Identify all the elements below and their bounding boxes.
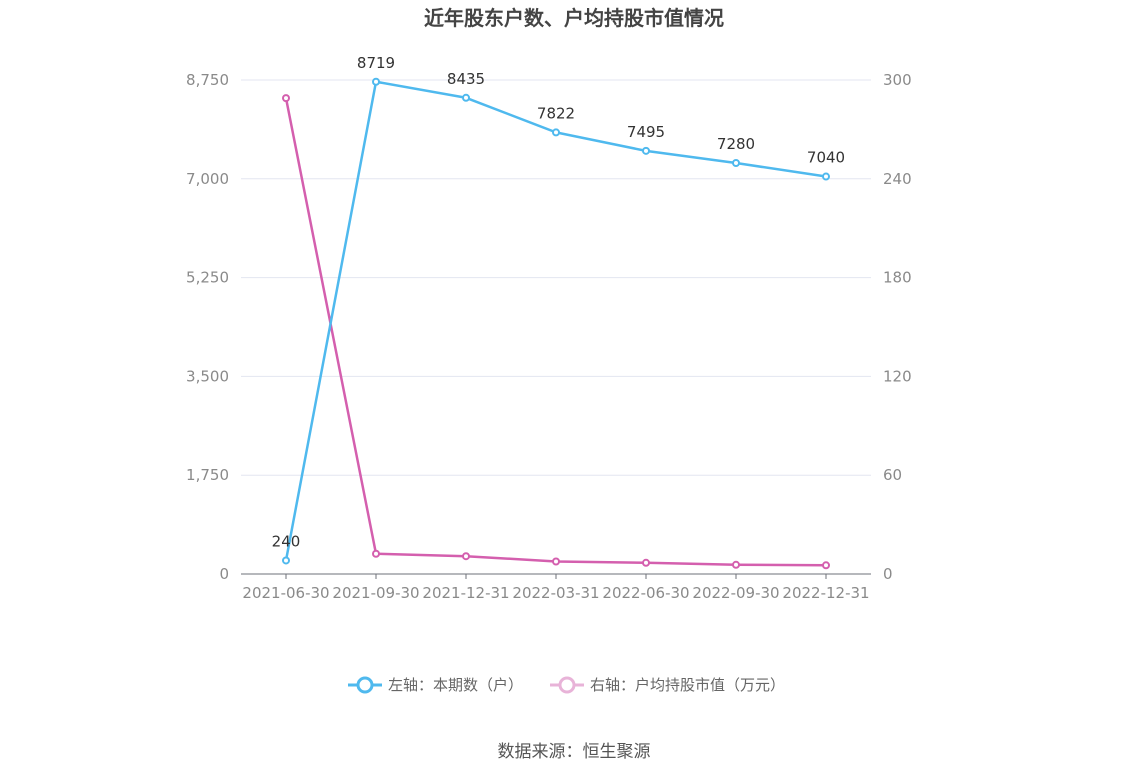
right-axis-tick-label: 300 <box>883 71 912 89</box>
data-label: 7040 <box>807 149 845 167</box>
data-label: 7822 <box>537 104 575 122</box>
legend-label-left: 左轴：本期数（户） <box>388 676 523 694</box>
legend-item-right[interactable]: 右轴：户均持股市值（万元） <box>550 676 785 694</box>
x-axis-tick-label: 2022-06-30 <box>602 584 689 602</box>
data-point-left[interactable] <box>552 128 560 137</box>
data-label: 7495 <box>627 123 665 141</box>
legend-marker-left-icon <box>356 676 374 694</box>
series-lines <box>284 80 827 567</box>
left-axis-tick-label: 5,250 <box>186 269 229 287</box>
series-line-left <box>284 80 827 561</box>
right-axis-tick-label: 180 <box>883 269 912 287</box>
data-source: 数据来源：恒生聚源 <box>498 742 651 762</box>
x-axis-tick-label: 2021-06-30 <box>242 584 329 602</box>
x-axis-tick-label: 2021-09-30 <box>332 584 419 602</box>
x-axis-tick-label: 2022-09-30 <box>692 584 779 602</box>
data-point-left[interactable] <box>372 77 380 86</box>
data-point-left[interactable] <box>732 158 740 167</box>
data-label: 8435 <box>447 70 485 88</box>
legend-marker-right-icon <box>558 676 576 694</box>
data-label: 8719 <box>357 54 395 72</box>
left-axis-tick-label: 0 <box>219 565 229 583</box>
data-point-left[interactable] <box>462 93 470 102</box>
series-line-right <box>284 97 827 567</box>
legend-item-left[interactable]: 左轴：本期数（户） <box>348 676 523 694</box>
x-axis-tick-label: 2022-12-31 <box>782 584 869 602</box>
data-point-right[interactable] <box>372 549 380 558</box>
data-point-right[interactable] <box>462 552 470 561</box>
series-points <box>282 77 830 570</box>
axes: 0 0 1,750 60 3,500 120 5,250 180 7,000 240 8,750 30… <box>186 71 912 602</box>
right-axis-tick-label: 120 <box>883 367 912 385</box>
left-axis-tick-label: 8,750 <box>186 71 229 89</box>
legend[interactable]: 左轴：本期数（户） 右轴：户均持股市值（万元） <box>348 676 785 694</box>
data-point-right[interactable] <box>732 560 740 569</box>
data-label: 7280 <box>717 135 755 153</box>
left-axis-tick-label: 1,750 <box>186 466 229 484</box>
x-axis-tick-label: 2021-12-31 <box>422 584 509 602</box>
data-point-right[interactable] <box>822 561 830 570</box>
data-label: 240 <box>272 532 301 550</box>
legend-label-right: 右轴：户均持股市值（万元） <box>590 676 785 694</box>
right-axis-tick-label: 60 <box>883 466 902 484</box>
data-labels: 240 8719 8435 7822 7495 7280 7040 <box>272 54 845 551</box>
data-point-left[interactable] <box>282 556 290 565</box>
right-axis-tick-label: 240 <box>883 170 912 188</box>
left-axis-tick-label: 7,000 <box>186 170 229 188</box>
data-point-left[interactable] <box>642 146 650 155</box>
right-axis-tick-label: 0 <box>883 565 893 583</box>
grid-lines <box>241 79 871 476</box>
chart-title: 近年股东户数、户均持股市值情况 <box>424 6 724 30</box>
data-point-right[interactable] <box>642 558 650 567</box>
left-axis-tick-label: 3,500 <box>186 367 229 385</box>
x-axis-tick-label: 2022-03-31 <box>512 584 599 602</box>
data-point-right[interactable] <box>552 557 560 566</box>
data-point-right[interactable] <box>282 94 290 103</box>
data-point-left[interactable] <box>822 172 830 181</box>
